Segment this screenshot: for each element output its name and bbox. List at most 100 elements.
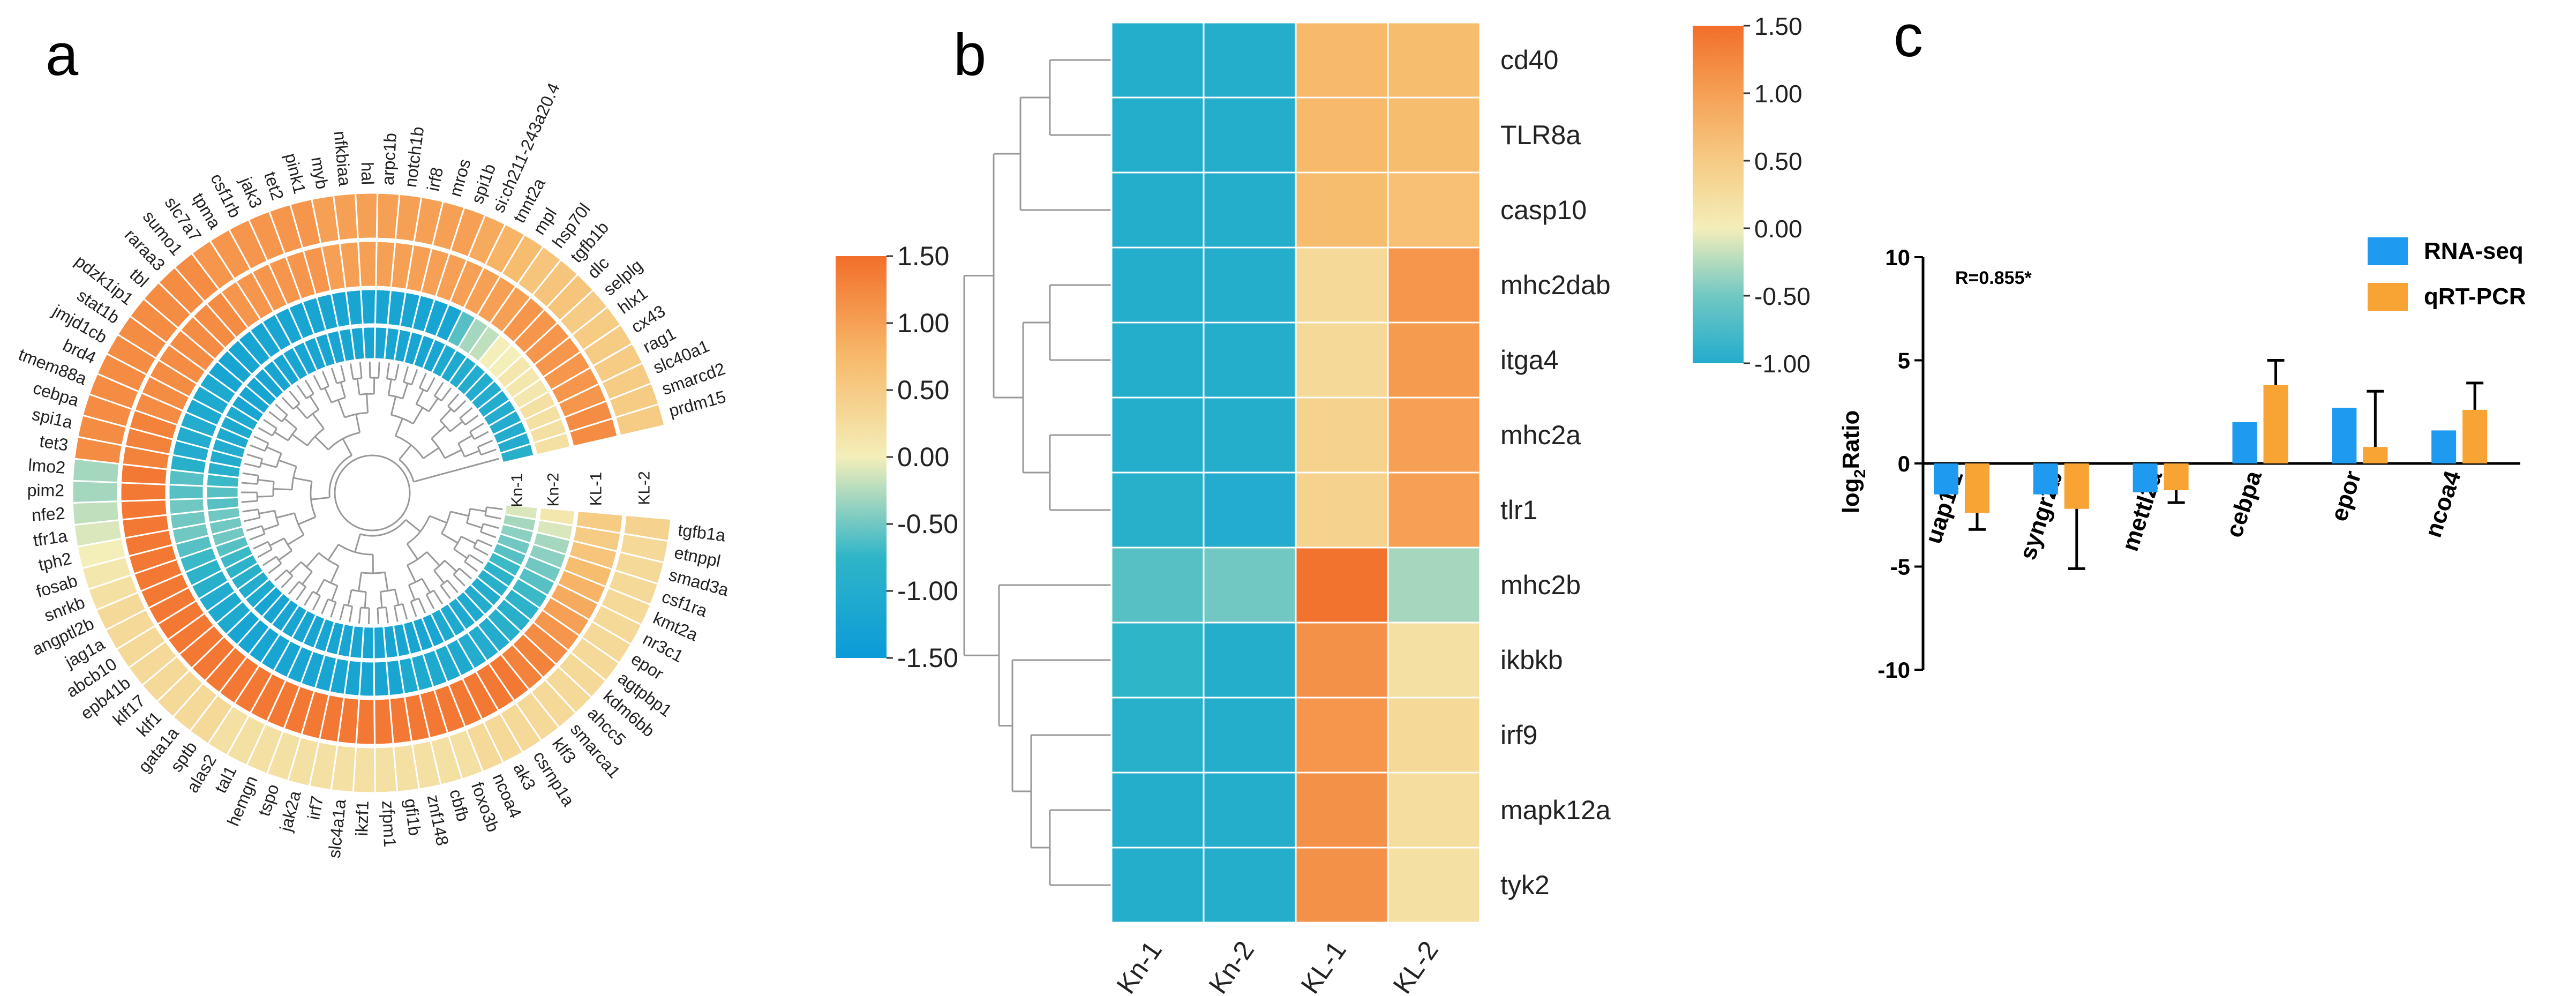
dendro-branch xyxy=(406,543,418,560)
ring-cell xyxy=(499,443,535,464)
ring-cell xyxy=(77,414,128,446)
ring-cell xyxy=(569,636,621,682)
ring-cell xyxy=(385,658,405,697)
y-tick-label: -5 xyxy=(1890,555,1910,580)
ring-cell xyxy=(133,558,184,593)
legend-label: qRT-PCR xyxy=(2424,283,2526,310)
dendro-branch xyxy=(246,453,262,460)
ring-cell xyxy=(332,192,359,242)
dendro-arc xyxy=(457,443,465,457)
ring-cell xyxy=(449,206,486,258)
dendro-branch xyxy=(257,549,273,558)
ring-cell xyxy=(482,712,524,764)
ring-cell xyxy=(272,639,303,679)
ring-cell xyxy=(510,577,550,610)
dendro-arc xyxy=(287,428,298,441)
dendro-branch xyxy=(305,552,320,568)
dendro-arc xyxy=(380,588,395,593)
heatmap-cell xyxy=(1387,21,1481,99)
ring-cell xyxy=(156,599,206,641)
dendro-branch xyxy=(268,411,283,423)
ring-cell xyxy=(403,692,431,743)
row-label: cd40 xyxy=(1500,45,1558,75)
ring-cell xyxy=(127,543,178,575)
ring-cell xyxy=(140,375,191,412)
dendro-root xyxy=(334,454,411,531)
dendro-branch xyxy=(411,369,418,385)
ring-cell xyxy=(128,409,179,441)
ring-cell xyxy=(502,587,542,622)
dendro-arc xyxy=(459,417,466,425)
dendro-branch xyxy=(428,398,439,412)
ring-cell xyxy=(591,342,644,384)
heatmap-cell xyxy=(1295,21,1389,99)
ring-cell xyxy=(420,247,451,298)
ring-cell xyxy=(411,739,442,790)
ring-cell xyxy=(352,746,376,794)
ring-cell xyxy=(375,192,401,241)
ring-cell xyxy=(169,454,208,475)
ring-cell xyxy=(528,417,568,444)
legend-tick-label: 0.50 xyxy=(1754,147,1803,175)
dendro-arc xyxy=(484,507,487,516)
ring-cell xyxy=(522,621,570,666)
y-axis-label-ratio: Ratio xyxy=(1838,410,1864,469)
dendro-branch xyxy=(387,379,392,395)
dendro-branch xyxy=(324,387,333,403)
dendro-branch xyxy=(274,431,289,441)
dendro-branch xyxy=(316,579,325,594)
legend-tick-label: 1.00 xyxy=(897,308,949,338)
heatmap-cell xyxy=(1110,847,1205,924)
heatmap-cell xyxy=(1110,621,1205,699)
ring-cell xyxy=(570,305,622,351)
dendro-branch xyxy=(278,459,297,468)
ring-cell xyxy=(81,393,133,428)
panel-label-c: c xyxy=(1894,3,1923,69)
legend-tick-label: -0.50 xyxy=(897,509,958,539)
ring-cell xyxy=(512,308,559,355)
ring-cell xyxy=(482,399,517,428)
dendro-branch xyxy=(449,421,463,432)
ring-cell xyxy=(310,194,341,245)
ring-cell xyxy=(300,690,331,740)
ring-cell xyxy=(121,445,171,470)
legend-tick-label: 1.50 xyxy=(897,241,949,271)
ring-cell xyxy=(399,291,422,330)
ring-cell xyxy=(174,534,214,560)
dendro-arc xyxy=(394,603,403,607)
gene-label: nfkbiaa xyxy=(331,130,355,187)
ring-cell xyxy=(467,324,502,363)
ring-cell xyxy=(382,624,400,660)
dendro-branch xyxy=(464,561,478,572)
y-tick-label: -10 xyxy=(1877,657,1910,683)
ring-cell xyxy=(179,410,219,439)
dendro-branch xyxy=(453,548,468,559)
heatmap-cell xyxy=(1387,546,1481,624)
ring-cell xyxy=(178,546,219,574)
ring-cell xyxy=(205,485,239,499)
ring-cell xyxy=(324,620,346,656)
dendro-branch xyxy=(433,570,445,584)
dendro-arc xyxy=(264,443,269,452)
ring-cell xyxy=(229,561,265,591)
ring-cell xyxy=(423,298,450,338)
ring-cell xyxy=(339,241,362,289)
dendro-arc xyxy=(312,590,321,597)
dendro-arc xyxy=(377,606,386,609)
dendro-arc xyxy=(465,508,471,523)
ring-cell xyxy=(119,482,167,503)
dendro-branch xyxy=(433,381,444,396)
dendro-branch xyxy=(242,508,259,513)
ring-cell xyxy=(622,514,672,542)
dendro-arc xyxy=(301,561,313,573)
ring-cell xyxy=(205,496,241,512)
dendro-branch xyxy=(289,390,301,405)
dendro-branch xyxy=(313,375,322,391)
heatmap-cell xyxy=(1203,246,1297,324)
ring-cell xyxy=(220,280,262,329)
row-label: itga4 xyxy=(1500,345,1558,375)
heatmap-cell xyxy=(1387,772,1481,849)
column-label: KL-1 xyxy=(1295,935,1352,996)
heatmap-cell xyxy=(1110,772,1205,849)
